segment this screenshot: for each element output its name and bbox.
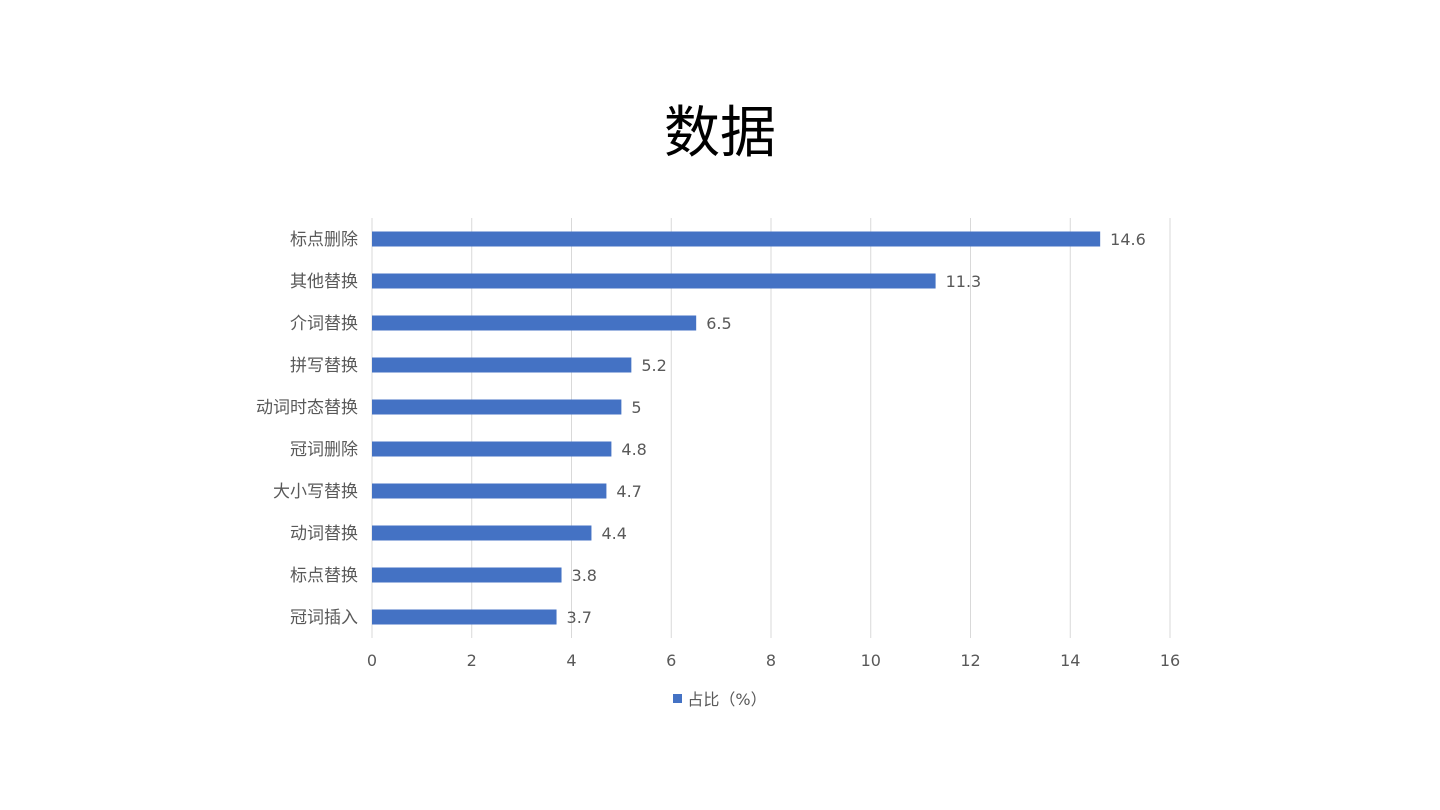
category-label: 冠词删除 xyxy=(290,440,358,460)
data-label: 5 xyxy=(631,398,641,417)
bar xyxy=(372,609,557,625)
category-label: 介词替换 xyxy=(290,314,358,334)
bar xyxy=(372,483,607,499)
category-label: 其他替换 xyxy=(290,272,358,292)
data-label: 3.8 xyxy=(572,566,597,585)
category-label: 冠词插入 xyxy=(290,608,358,628)
data-label: 14.6 xyxy=(1110,230,1146,249)
x-tick-label: 10 xyxy=(861,651,881,670)
category-label: 动词时态替换 xyxy=(256,398,358,418)
chart-title: 数据 xyxy=(664,101,776,166)
data-label: 5.2 xyxy=(641,356,666,375)
data-label: 4.4 xyxy=(601,524,626,543)
x-axis-ticks: 0 2 4 6 8 10 12 14 16 xyxy=(367,651,1180,670)
bars xyxy=(372,231,1101,625)
x-tick-label: 0 xyxy=(367,651,377,670)
x-tick-label: 8 xyxy=(766,651,776,670)
legend: 占比（%） xyxy=(0,686,1440,710)
bar xyxy=(372,525,592,541)
x-tick-label: 12 xyxy=(960,651,980,670)
data-label: 4.7 xyxy=(616,482,641,501)
bar xyxy=(372,357,632,373)
bar xyxy=(372,567,562,583)
data-label: 3.7 xyxy=(567,608,592,627)
data-label: 6.5 xyxy=(706,314,731,333)
bar xyxy=(372,273,936,289)
category-label: 标点替换 xyxy=(290,566,358,586)
data-label: 11.3 xyxy=(946,272,982,291)
bar xyxy=(372,231,1101,247)
x-tick-label: 16 xyxy=(1160,651,1180,670)
category-label: 动词替换 xyxy=(290,524,358,544)
data-label: 4.8 xyxy=(621,440,646,459)
bar xyxy=(372,441,612,457)
legend-swatch xyxy=(673,693,683,703)
category-label: 标点删除 xyxy=(290,230,358,250)
x-tick-label: 14 xyxy=(1060,651,1080,670)
category-label: 拼写替换 xyxy=(290,356,358,376)
legend-label: 占比（%） xyxy=(687,690,767,709)
x-tick-label: 2 xyxy=(467,651,477,670)
category-label: 大小写替换 xyxy=(273,482,358,502)
x-tick-label: 4 xyxy=(566,651,576,670)
bar xyxy=(372,315,697,331)
data-labels: 14.6 11.3 6.5 5.2 5 4.8 4.7 4.4 3.8 3.7 xyxy=(567,230,1146,627)
bar xyxy=(372,399,622,415)
category-labels: 标点删除其他替换介词替换拼写替换动词时态替换冠词删除大小写替换动词替换标点替换冠… xyxy=(256,230,358,628)
x-tick-label: 6 xyxy=(666,651,676,670)
